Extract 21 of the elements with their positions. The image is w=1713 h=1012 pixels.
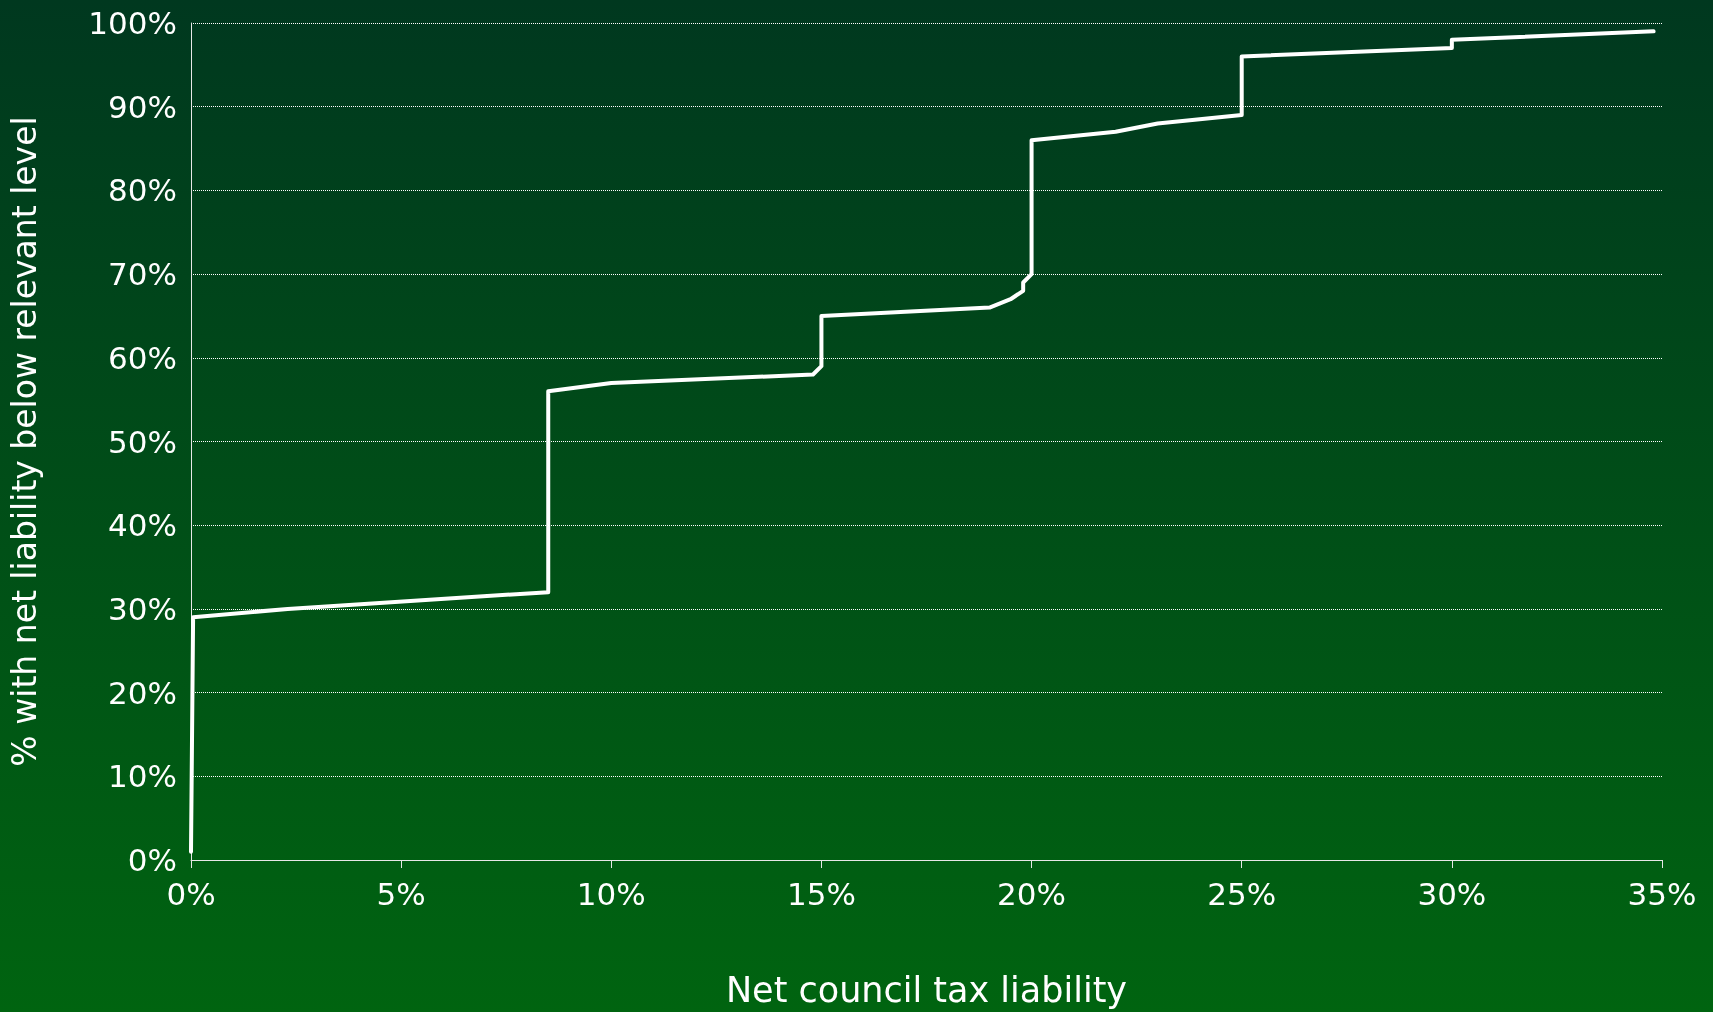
x-axis-title: Net council tax liability: [725, 969, 1128, 1010]
x-tick-label: 10%: [576, 875, 646, 912]
y-tick-label: 60%: [108, 339, 177, 376]
y-tick-label: 40%: [108, 507, 177, 544]
x-tick-label: 15%: [786, 875, 856, 912]
x-tick-label: 5%: [376, 875, 426, 912]
y-tick-label: 70%: [108, 256, 177, 293]
x-tick-label: 25%: [1207, 875, 1277, 912]
y-axis-title: % with net liability below relevant level: [5, 116, 44, 767]
y-tick-label: 100%: [88, 5, 177, 41]
y-tick-label: 30%: [108, 590, 177, 627]
y-tick-label: 20%: [108, 674, 177, 711]
x-tick-label: 30%: [1417, 875, 1487, 912]
x-tick-label: 35%: [1627, 875, 1697, 912]
y-tick-label: 50%: [108, 423, 177, 460]
y-tick-label: 10%: [108, 758, 177, 795]
x-tick-label: 0%: [166, 875, 216, 912]
y-tick-label: 90%: [108, 88, 177, 125]
y-tick-label: 0%: [127, 842, 177, 878]
x-tick-label: 20%: [997, 875, 1067, 912]
y-tick-label: 80%: [108, 172, 177, 209]
